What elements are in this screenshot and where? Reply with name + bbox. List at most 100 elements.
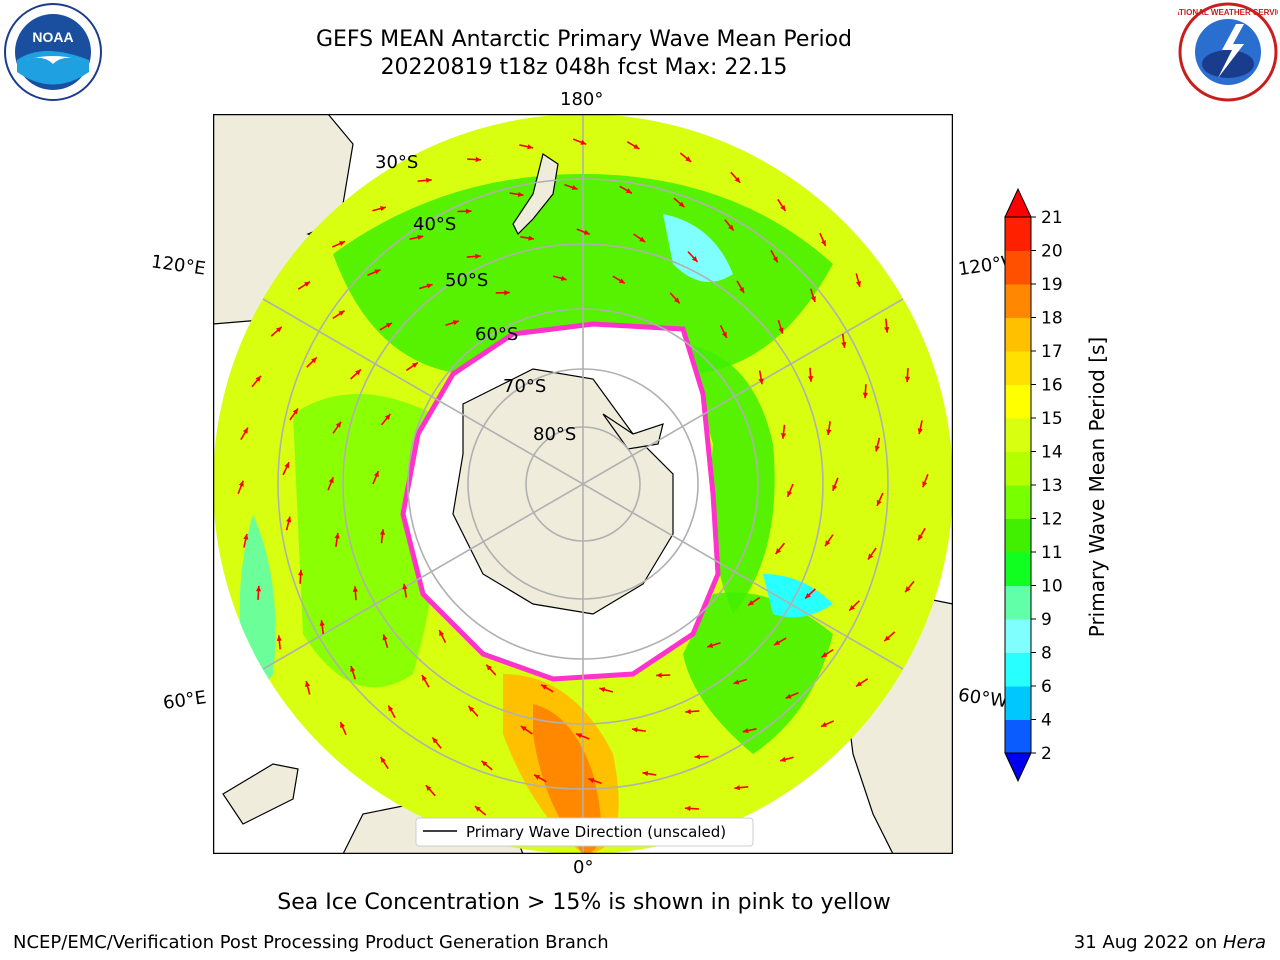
wave-arrow-head — [452, 320, 459, 326]
wave-arrow-head — [304, 281, 311, 287]
colorbar-tick-label: 17 — [1041, 342, 1063, 362]
wave-arrow-head — [504, 290, 510, 296]
colorbar-tick-label: 12 — [1041, 510, 1063, 530]
wave-arrow-head — [742, 728, 749, 734]
wave-arrow-head — [734, 785, 740, 791]
wave-arrow-head — [571, 184, 578, 190]
wave-arrow-head — [874, 445, 880, 452]
wave-arrow-head — [691, 256, 698, 262]
wave-arrow-head — [734, 176, 741, 183]
wave-arrow-head — [292, 408, 298, 415]
colorbar-swatch — [1005, 585, 1031, 620]
lat-label-40s: 40°S — [413, 214, 456, 235]
wave-arrow-head — [780, 433, 787, 439]
wave-arrow-head — [599, 687, 606, 693]
colorbar-swatch — [1005, 619, 1031, 653]
madagascar-land — [222, 763, 299, 825]
noaa-logo: NOAA — [4, 3, 102, 101]
wave-arrow-head — [384, 413, 391, 420]
wave-arrow-head — [374, 269, 381, 275]
lat-label-50s: 50°S — [445, 270, 488, 291]
wave-arrow-head — [379, 529, 386, 535]
wave-arrow-head — [778, 327, 784, 334]
colorbar-under-triangle — [1004, 752, 1032, 783]
colorbar-tick-label: 4 — [1041, 711, 1052, 731]
colorbar-over-triangle — [1004, 187, 1032, 218]
wave-arrow-head — [528, 235, 535, 241]
lat-label-30s: 30°S — [375, 152, 418, 173]
wave-arrow-head — [334, 532, 340, 539]
colorbar-tick-label: 21 — [1041, 208, 1063, 228]
wave-arrow-head — [275, 326, 282, 333]
wave-arrow-head — [475, 253, 481, 259]
colorbar-swatch — [1005, 652, 1031, 687]
wave-arrow-head — [685, 709, 691, 715]
wave-arrow-head — [382, 634, 388, 641]
wave-arrow-head — [633, 143, 640, 149]
colorbar-swatch — [1005, 217, 1031, 251]
colorbar-tick-label: 10 — [1041, 577, 1063, 597]
wave-arrow-head — [373, 471, 379, 478]
wave-arrow-head — [243, 533, 249, 540]
new-zealand-land — [512, 153, 559, 236]
wave-arrow-head — [417, 234, 424, 240]
wave-arrow-head — [388, 705, 394, 712]
wave-arrow-head — [534, 774, 541, 780]
wave-arrow-head — [426, 283, 433, 289]
wave-arrow-head — [618, 278, 625, 284]
wave-arrow-head — [917, 428, 923, 435]
colorbar-swatch — [1005, 250, 1031, 285]
wave-arrow-head — [474, 806, 481, 812]
wave-arrow-head — [826, 429, 832, 436]
colorbar-tick-label: 18 — [1041, 309, 1063, 329]
colorbar-tick-label: 8 — [1041, 644, 1052, 664]
wave-arrow-head — [338, 310, 345, 316]
wave-arrow-head — [432, 737, 438, 744]
wave-arrow-head — [820, 722, 827, 727]
wave-arrow-head — [486, 664, 492, 671]
wave-arrow-head — [905, 586, 911, 593]
wave-arrow-head — [468, 706, 475, 712]
wave-arrow-head — [242, 427, 248, 434]
wave-arrow-head — [868, 553, 874, 560]
wave-arrow-head — [810, 296, 816, 303]
wave-arrow-head — [411, 362, 418, 368]
wave-arrow-head — [319, 620, 325, 626]
wave-arrow-head — [780, 756, 786, 762]
colorbar-swatch — [1005, 719, 1031, 754]
map-legend: Primary Wave Direction (unscaled) — [466, 823, 726, 841]
lat-label-80s: 80°S — [533, 424, 576, 445]
wave-arrow-head — [884, 635, 891, 642]
colorbar-tick-label: 6 — [1041, 677, 1052, 697]
wave-arrow-head — [421, 675, 427, 682]
wave-arrow-head — [475, 156, 482, 163]
wave-arrow-head — [733, 679, 740, 685]
wave-arrow-head — [576, 733, 583, 739]
wave-arrow-head — [774, 640, 781, 646]
lon-label-0: 0° — [573, 857, 594, 878]
colorbar-swatch — [1005, 552, 1031, 586]
wave-arrow-head — [340, 721, 345, 728]
wave-arrow-head — [780, 205, 786, 212]
noaa-logo-text: NOAA — [32, 29, 73, 45]
wave-arrow-head — [298, 569, 304, 576]
wave-arrow-head — [311, 357, 317, 364]
sea-ice-note: Sea Ice Concentration > 15% is shown in … — [277, 890, 891, 915]
wave-arrow-head — [355, 369, 361, 376]
colorbar-swatch — [1005, 317, 1031, 352]
colorbar-tick-label: 9 — [1041, 610, 1052, 630]
wave-arrow-head — [656, 672, 662, 678]
wave-arrow-head — [339, 241, 346, 246]
wave-arrow-head — [588, 778, 595, 784]
wave-arrow-head — [785, 693, 792, 699]
wave-arrow-head — [707, 642, 714, 648]
wave-arrow-head — [255, 585, 262, 592]
colorbar-tick-label: 16 — [1041, 376, 1063, 396]
wave-arrow-head — [849, 604, 855, 611]
wave-arrow-head — [580, 139, 587, 145]
wave-arrow-head — [678, 201, 685, 208]
wave-arrow-head — [380, 206, 386, 212]
wave-arrow-head — [772, 256, 778, 263]
wave-arrow-head — [305, 681, 311, 687]
colorbar-tick-label: 2 — [1041, 744, 1052, 764]
